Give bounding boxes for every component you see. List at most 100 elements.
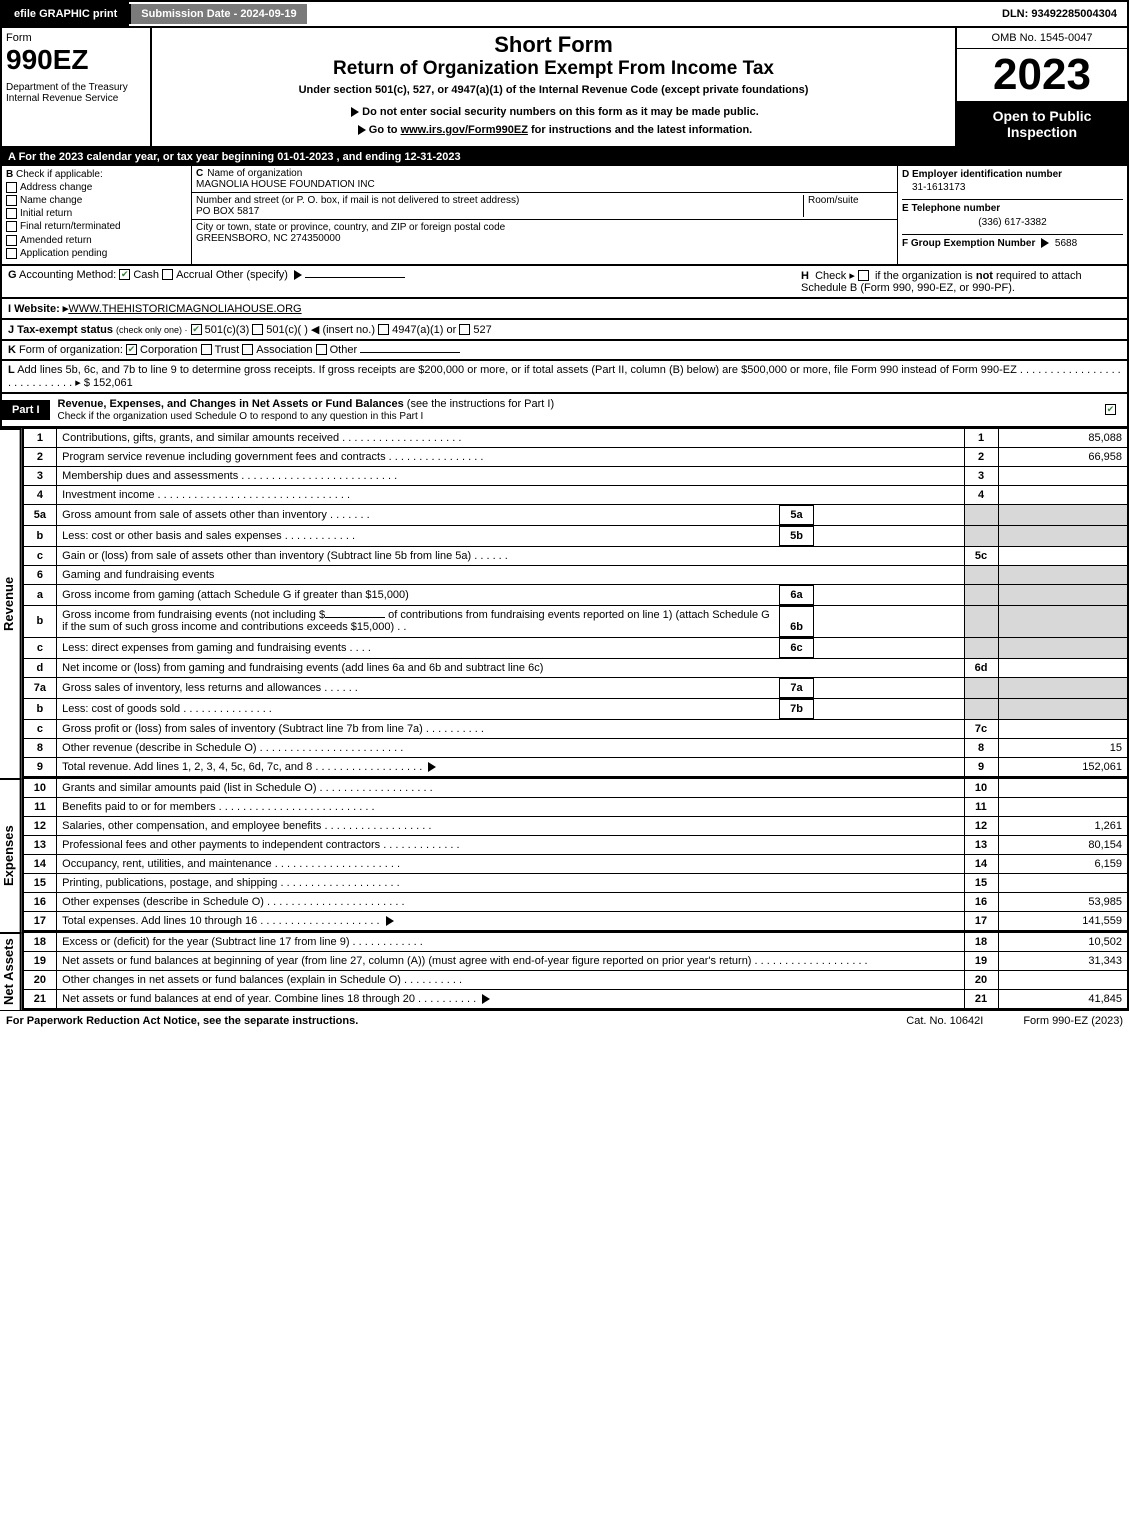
org-name: MAGNOLIA HOUSE FOUNDATION INC	[196, 179, 375, 190]
efile-print-button[interactable]: efile GRAPHIC print	[2, 2, 129, 26]
line-14: 14Occupancy, rent, utilities, and mainte…	[23, 854, 1128, 873]
chk-association[interactable]	[242, 344, 253, 355]
phone-label: E Telephone number	[902, 199, 1123, 214]
inspection-badge: Open to Public Inspection	[957, 102, 1127, 146]
line-6d: dNet income or (loss) from gaming and fu…	[23, 658, 1128, 677]
triangle-icon	[351, 107, 359, 117]
chk-527[interactable]	[459, 324, 470, 335]
org-name-row: CName of organization MAGNOLIA HOUSE FOU…	[192, 166, 897, 193]
section-l-gross-receipts: L Add lines 5b, 6c, and 7b to line 9 to …	[0, 361, 1129, 394]
form-title-block: Short Form Return of Organization Exempt…	[152, 28, 957, 146]
net-assets-table: 18Excess or (deficit) for the year (Subt…	[22, 932, 1129, 1010]
dept-text: Department of the Treasury Internal Reve…	[6, 82, 146, 104]
expenses-section: Expenses 10Grants and similar amounts pa…	[0, 778, 1129, 932]
city-state-zip: GREENSBORO, NC 274350000	[196, 233, 341, 244]
top-bar: efile GRAPHIC print Submission Date - 20…	[0, 0, 1129, 28]
room-suite: Room/suite	[803, 195, 893, 217]
triangle-icon	[428, 762, 436, 772]
chk-address-change[interactable]: Address change	[6, 182, 187, 193]
chk-application-pending[interactable]: Application pending	[6, 248, 187, 259]
section-j-tax-status: J Tax-exempt status (check only one) · 5…	[0, 320, 1129, 341]
line-4: 4Investment income . . . . . . . . . . .…	[23, 485, 1128, 504]
line-10: 10Grants and similar amounts paid (list …	[23, 778, 1128, 797]
catalog-number: Cat. No. 10642I	[906, 1015, 983, 1027]
chk-name-change[interactable]: Name change	[6, 195, 187, 206]
ein-label: D Employer identification number	[902, 169, 1123, 180]
section-i-website: I Website: ▸WWW.THEHISTORICMAGNOLIAHOUSE…	[0, 299, 1129, 320]
block-d: D Employer identification number 31-1613…	[897, 166, 1127, 264]
chk-other-org[interactable]	[316, 344, 327, 355]
triangle-icon	[358, 125, 366, 135]
part-1-title: Revenue, Expenses, and Changes in Net As…	[58, 394, 555, 426]
line-6c: cLess: direct expenses from gaming and f…	[23, 637, 1128, 658]
form-number: 990EZ	[6, 44, 146, 76]
short-form-title: Short Form	[160, 32, 947, 58]
section-k-org-form: K Form of organization: Corporation Trus…	[0, 341, 1129, 361]
line-20: 20Other changes in net assets or fund ba…	[23, 970, 1128, 989]
line-19: 19Net assets or fund balances at beginni…	[23, 951, 1128, 970]
chk-501c3[interactable]	[191, 324, 202, 335]
line-7b: bLess: cost of goods sold . . . . . . . …	[23, 698, 1128, 719]
line-15: 15Printing, publications, postage, and s…	[23, 873, 1128, 892]
chk-final-return[interactable]: Final return/terminated	[6, 221, 187, 232]
chk-corporation[interactable]	[126, 344, 137, 355]
block-b: B Check if applicable: Address change Na…	[2, 166, 192, 264]
form-title: Return of Organization Exempt From Incom…	[160, 58, 947, 80]
ssn-warning: Do not enter social security numbers on …	[160, 106, 947, 118]
line-11: 11Benefits paid to or for members . . . …	[23, 797, 1128, 816]
triangle-icon	[1041, 238, 1049, 248]
irs-link[interactable]: www.irs.gov/Form990EZ	[401, 124, 528, 136]
part-1-label: Part I	[2, 400, 50, 420]
line-7c: cGross profit or (loss) from sales of in…	[23, 719, 1128, 738]
revenue-section: Revenue 1Contributions, gifts, grants, a…	[0, 428, 1129, 778]
line-6b: bGross income from fundraising events (n…	[23, 605, 1128, 637]
instructions-link-line: Go to www.irs.gov/Form990EZ for instruct…	[160, 124, 947, 136]
chk-schedule-b[interactable]	[858, 270, 869, 281]
gross-receipts-amount: 152,061	[93, 377, 133, 389]
line-7a: 7aGross sales of inventory, less returns…	[23, 677, 1128, 698]
line-17: 17Total expenses. Add lines 10 through 1…	[23, 911, 1128, 931]
chk-cash[interactable]	[119, 269, 130, 280]
b-check-if: Check if applicable:	[16, 169, 103, 180]
form-version: Form 990-EZ (2023)	[1023, 1015, 1123, 1027]
entity-block: B Check if applicable: Address change Na…	[0, 166, 1129, 266]
omb-number: OMB No. 1545-0047	[957, 28, 1127, 49]
line-12: 12Salaries, other compensation, and empl…	[23, 816, 1128, 835]
line-8: 8Other revenue (describe in Schedule O) …	[23, 738, 1128, 757]
chk-501c[interactable]	[252, 324, 263, 335]
city-row: City or town, state or province, country…	[192, 220, 897, 246]
line-5c: cGain or (loss) from sale of assets othe…	[23, 546, 1128, 565]
chk-initial-return[interactable]: Initial return	[6, 208, 187, 219]
chk-4947[interactable]	[378, 324, 389, 335]
submission-date: Submission Date - 2024-09-19	[129, 4, 306, 24]
line-5a: 5aGross amount from sale of assets other…	[23, 504, 1128, 525]
expenses-side-label: Expenses	[0, 778, 22, 932]
triangle-icon	[482, 994, 490, 1004]
chk-schedule-o-part1[interactable]	[1105, 404, 1116, 415]
phone-value: (336) 617-3382	[902, 214, 1123, 234]
g-accounting: G Accounting Method: Cash Accrual Other …	[8, 269, 801, 294]
row-a-period: A For the 2023 calendar year, or tax yea…	[0, 148, 1129, 166]
street-row: Number and street (or P. O. box, if mail…	[192, 193, 897, 220]
revenue-table: 1Contributions, gifts, grants, and simil…	[22, 428, 1129, 778]
line-13: 13Professional fees and other payments t…	[23, 835, 1128, 854]
other-specify-input[interactable]	[305, 277, 405, 278]
form-subtitle: Under section 501(c), 527, or 4947(a)(1)…	[160, 84, 947, 96]
form-meta-block: OMB No. 1545-0047 2023 Open to Public In…	[957, 28, 1127, 146]
group-exemption: F Group Exemption Number 5688	[902, 234, 1123, 249]
other-org-input[interactable]	[360, 352, 460, 353]
chk-amended-return[interactable]: Amended return	[6, 235, 187, 246]
page-footer: For Paperwork Reduction Act Notice, see …	[0, 1010, 1129, 1031]
chk-accrual[interactable]	[162, 269, 173, 280]
ein-value: 31-1613173	[902, 180, 1123, 199]
section-gh: G Accounting Method: Cash Accrual Other …	[0, 266, 1129, 299]
website-link[interactable]: WWW.THEHISTORICMAGNOLIAHOUSE.ORG	[68, 303, 301, 315]
line-9: 9Total revenue. Add lines 1, 2, 3, 4, 5c…	[23, 757, 1128, 777]
dln: DLN: 93492285004304	[992, 4, 1127, 24]
revenue-side-label: Revenue	[0, 428, 22, 778]
line-3: 3Membership dues and assessments . . . .…	[23, 466, 1128, 485]
part-1-header: Part I Revenue, Expenses, and Changes in…	[0, 394, 1129, 428]
tax-year: 2023	[957, 49, 1127, 102]
contrib-amount-input[interactable]	[325, 617, 385, 618]
chk-trust[interactable]	[201, 344, 212, 355]
